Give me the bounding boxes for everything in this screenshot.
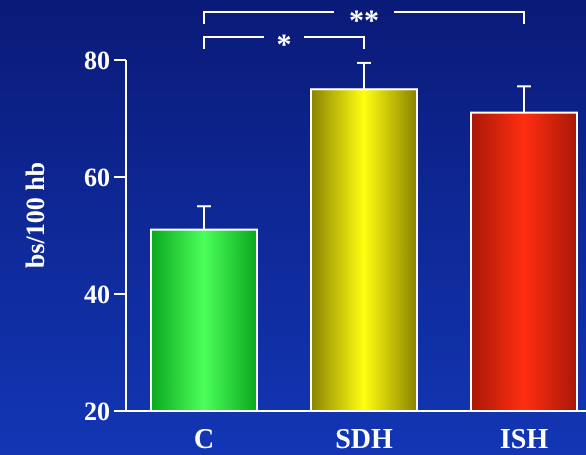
category-label-ish: ISH — [500, 424, 548, 455]
category-label-c: C — [194, 424, 214, 455]
category-label-sdh: SDH — [335, 424, 393, 455]
y-tick-label: 60 — [84, 163, 110, 192]
y-axis-title: bs/100 hb — [21, 162, 50, 268]
significance-bracket-left — [203, 36, 264, 49]
y-tick-label: 40 — [84, 280, 110, 309]
y-tick-label: 20 — [84, 397, 110, 426]
bar-ish — [470, 111, 578, 413]
bar-c — [150, 228, 258, 412]
significance-bracket-right — [394, 11, 525, 24]
significance-label: * — [277, 28, 292, 61]
significance-label: ** — [349, 4, 379, 37]
significance-bracket-right — [304, 36, 365, 49]
y-tick-label: 80 — [84, 46, 110, 75]
significance-bracket-left — [203, 11, 334, 24]
bar-sdh — [310, 88, 418, 412]
